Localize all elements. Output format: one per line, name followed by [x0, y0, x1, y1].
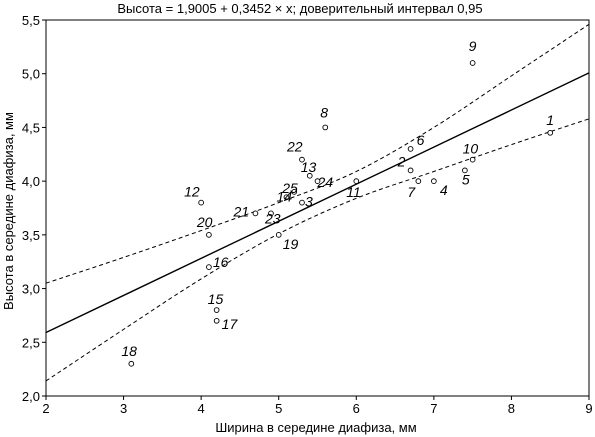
- point-label: 14: [276, 188, 292, 204]
- point-label: 2: [397, 153, 406, 169]
- x-tick-label: 7: [430, 401, 437, 416]
- y-tick-label: 5,5: [22, 13, 40, 28]
- data-point: [547, 129, 554, 136]
- data-point: [299, 156, 305, 163]
- data-point: [268, 210, 274, 217]
- data-point: [299, 199, 305, 206]
- y-tick-label: 2,0: [22, 389, 40, 404]
- x-tick-label: 9: [585, 401, 592, 416]
- regression-line: [45, 72, 590, 334]
- point-label: 5: [462, 171, 470, 187]
- point-label: 15: [208, 291, 224, 307]
- data-point: [291, 189, 298, 195]
- point-label: 16: [213, 254, 229, 270]
- data-point: [462, 167, 468, 174]
- data-point: [206, 232, 212, 238]
- x-tick-label: 6: [353, 401, 360, 416]
- data-points: [128, 60, 554, 367]
- point-label: 12: [184, 184, 200, 200]
- point-label: 21: [232, 203, 249, 219]
- point-label: 22: [286, 139, 303, 155]
- x-tick-label: 2: [42, 401, 49, 416]
- point-labels: 1234567891011121314151617181920212223242…: [121, 38, 554, 359]
- point-label: 9: [469, 38, 477, 54]
- point-label: 6: [417, 132, 425, 148]
- data-point: [407, 167, 414, 174]
- y-axis-title: Высота в середине диафиза, мм: [1, 112, 16, 310]
- y-axis-ticks: 2,0 2,5 3,0 3,5 4,0 4,5 5,0 5,5: [22, 13, 46, 404]
- point-label: 20: [196, 214, 213, 230]
- point-label: 11: [346, 184, 361, 200]
- data-point: [322, 124, 329, 131]
- point-label: 18: [121, 343, 137, 359]
- data-point: [213, 317, 220, 324]
- data-point: [431, 178, 437, 184]
- x-tick-label: 3: [120, 401, 127, 416]
- y-tick-label: 3,5: [22, 228, 40, 243]
- data-point: [314, 178, 321, 184]
- chart-title: Высота = 1,9005 + 0,3452 × x; доверитель…: [117, 1, 482, 16]
- data-point: [407, 146, 414, 152]
- point-label: 7: [407, 184, 416, 200]
- x-axis-ticks: 2 3 4 5 6 7 8 9: [42, 396, 593, 416]
- data-point: [353, 178, 360, 184]
- confidence-upper-line: [45, 23, 590, 284]
- data-point: [128, 360, 135, 367]
- point-label: 3: [305, 194, 313, 210]
- data-point: [252, 210, 259, 217]
- point-label: 17: [222, 316, 239, 332]
- point-label: 19: [283, 236, 299, 252]
- data-point: [198, 199, 204, 206]
- x-axis-title: Ширина в середине диафиза, мм: [215, 420, 416, 435]
- confidence-lower-line: [45, 118, 590, 382]
- data-point: [275, 232, 282, 238]
- data-point: [469, 156, 476, 163]
- data-point: [283, 194, 290, 201]
- point-label: 4: [440, 182, 448, 198]
- point-label: 1: [546, 112, 554, 128]
- point-label: 8: [320, 104, 328, 120]
- data-point: [213, 307, 220, 313]
- data-point: [469, 60, 476, 66]
- point-label: 13: [301, 159, 317, 175]
- x-tick-label: 5: [275, 401, 282, 416]
- y-tick-label: 2,5: [22, 335, 40, 350]
- y-tick-label: 5,0: [22, 67, 40, 82]
- x-tick-label: 4: [198, 401, 205, 416]
- y-tick-label: 3,0: [22, 282, 40, 297]
- data-point: [306, 172, 313, 179]
- x-tick-label: 8: [508, 401, 515, 416]
- y-tick-label: 4,0: [22, 174, 40, 189]
- point-label: 25: [281, 180, 298, 196]
- point-label: 24: [317, 174, 334, 190]
- y-tick-label: 4,5: [22, 120, 40, 135]
- confidence-band: [45, 23, 590, 382]
- data-point: [415, 178, 422, 184]
- data-point: [206, 264, 212, 270]
- point-label: 23: [264, 210, 281, 226]
- point-label: 10: [463, 141, 479, 157]
- plot-frame: [45, 19, 590, 397]
